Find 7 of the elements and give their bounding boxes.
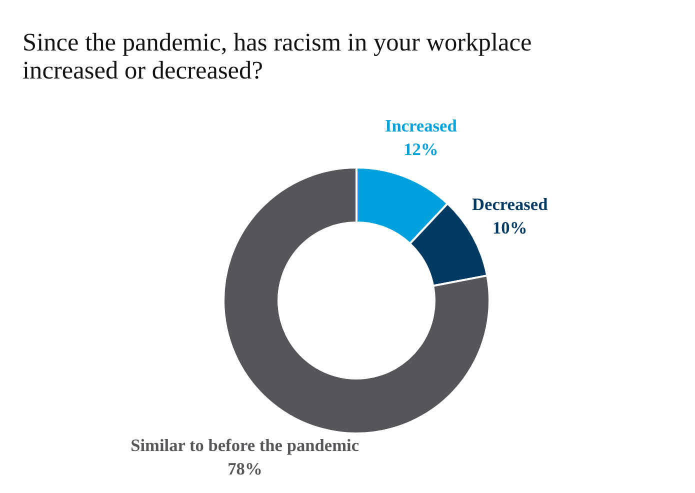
slice-label: Increased [384,116,458,136]
slice-label: Decreased [472,194,548,214]
data-label: 12% [404,140,438,160]
slice-label: Similar to before the pandemic [130,436,360,455]
data-label: 78% [228,460,262,479]
data-label: 10% [492,218,528,238]
chart-title: Since the pandemic, has racism in your workplace increased or decreased? [22,28,532,84]
